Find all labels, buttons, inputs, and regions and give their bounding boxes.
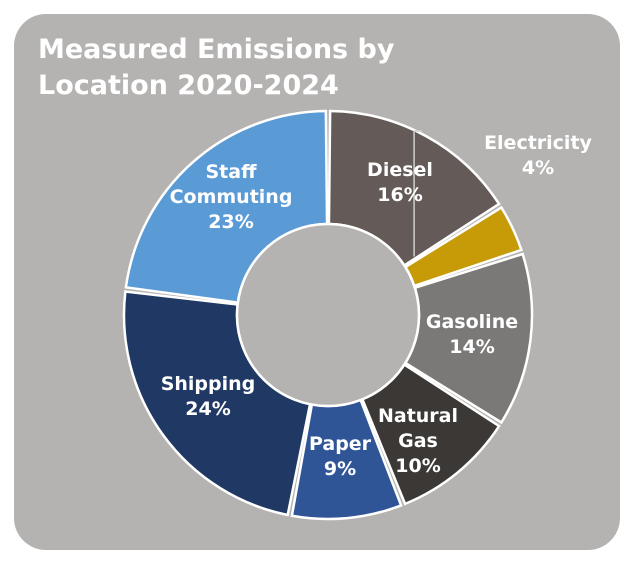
data-label-shipping: Shipping 24% [161, 373, 256, 420]
data-label-electricity: Electricity 4% [484, 132, 592, 179]
donut-hole [235, 222, 421, 408]
leader-line-electricity [413, 130, 423, 257]
data-label-diesel: Diesel 16% [367, 159, 433, 206]
data-label-natural-gas: Natural Gas 10% [378, 405, 458, 477]
chart-title: Measured Emissions by Location 2020-2024 [38, 34, 395, 101]
data-label-staff-commuting: Staff Commuting 23% [170, 161, 293, 233]
data-label-paper: Paper 9% [309, 433, 372, 480]
data-label-gasoline: Gasoline 14% [426, 311, 518, 358]
